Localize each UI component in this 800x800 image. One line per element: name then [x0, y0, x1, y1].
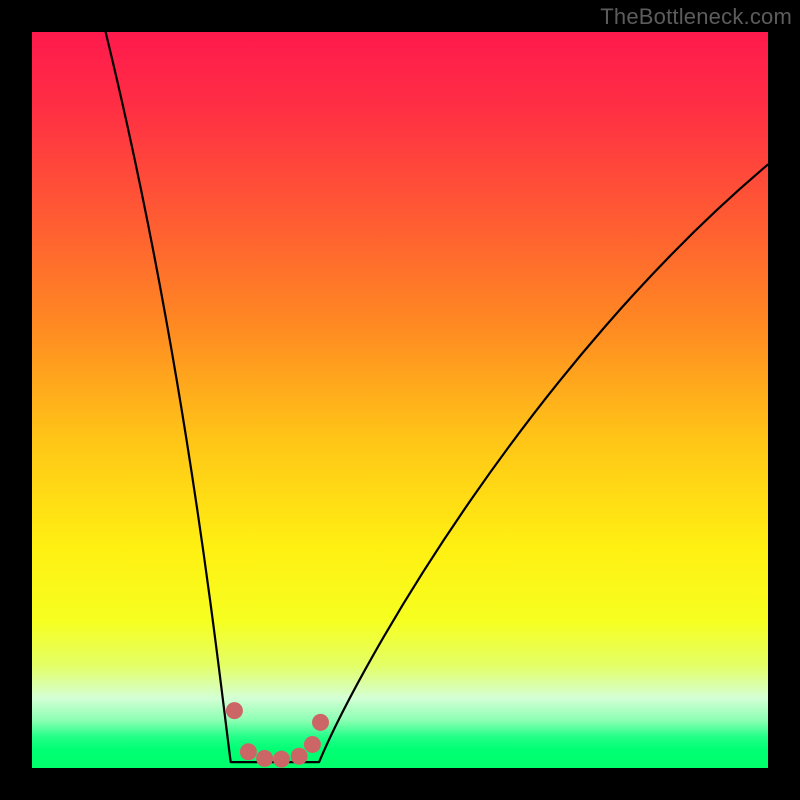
chart-stage: TheBottleneck.com	[0, 0, 800, 800]
marker-dot	[240, 743, 257, 760]
bottleneck-chart	[0, 0, 800, 800]
marker-dot	[304, 736, 321, 753]
marker-dot	[226, 702, 243, 719]
marker-dot	[312, 714, 329, 731]
gradient-background	[32, 32, 768, 768]
marker-dot	[273, 751, 290, 768]
marker-dot	[291, 748, 308, 765]
marker-dot	[256, 750, 273, 767]
watermark-text: TheBottleneck.com	[600, 4, 792, 30]
